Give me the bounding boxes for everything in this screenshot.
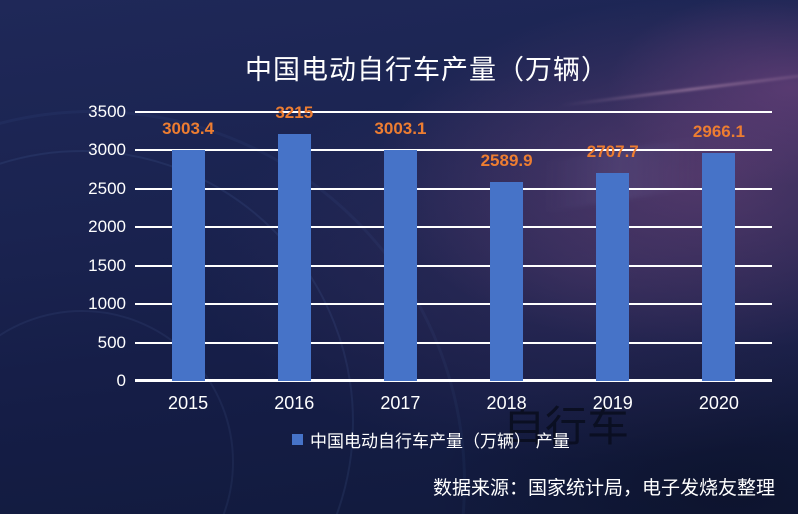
gridline bbox=[135, 303, 772, 306]
x-axis-line bbox=[135, 379, 772, 382]
bar-2020 bbox=[702, 153, 736, 381]
y-tick-label: 2000 bbox=[88, 217, 126, 237]
bar-2017 bbox=[383, 150, 417, 381]
bar-2016 bbox=[277, 133, 311, 381]
x-tick-label-2016: 2016 bbox=[274, 393, 315, 413]
gridline bbox=[135, 226, 772, 229]
data-source: 数据来源：国家统计局，电子发烧友整理 bbox=[432, 478, 775, 499]
y-tick-label: 500 bbox=[97, 332, 126, 352]
y-tick-label: 2500 bbox=[88, 178, 126, 198]
bar-2018 bbox=[490, 181, 524, 381]
value-label-2015: 3003.4 bbox=[162, 119, 215, 139]
value-label-2017: 3003.1 bbox=[374, 119, 427, 139]
y-tick-label: 1500 bbox=[88, 255, 126, 275]
bar-2015 bbox=[171, 150, 205, 381]
value-label-2018: 2589.9 bbox=[480, 150, 533, 170]
x-tick-label-2018: 2018 bbox=[486, 393, 527, 413]
legend-label: 中国电动自行车产量（万辆） 产量 bbox=[310, 432, 570, 451]
gridline bbox=[135, 111, 772, 113]
y-tick-label: 1000 bbox=[88, 294, 126, 314]
chart-title: 中国电动自行车产量（万辆） bbox=[245, 55, 609, 85]
x-tick-label-2017: 2017 bbox=[380, 393, 421, 413]
gridline bbox=[135, 264, 772, 267]
legend: 中国电动自行车产量（万辆） 产量 bbox=[292, 427, 570, 452]
gridline bbox=[135, 149, 772, 152]
legend-marker-icon bbox=[292, 434, 303, 445]
watermark-text: 自行车 bbox=[503, 403, 630, 450]
y-tick-label: 3000 bbox=[88, 140, 126, 160]
y-tick-label: 0 bbox=[116, 371, 126, 390]
gridline bbox=[135, 341, 772, 344]
plot-area: 3003.4 2015 3215 2016 3003.1 2017 2589.9 2018 27… bbox=[135, 103, 772, 413]
value-label-2016: 3215 bbox=[275, 102, 314, 122]
y-axis-labels: 0 500 1000 1500 2000 2500 3000 3500 bbox=[0, 0, 126, 514]
value-label-2020: 2966.1 bbox=[692, 122, 745, 142]
x-tick-label-2015: 2015 bbox=[168, 393, 209, 413]
gridline bbox=[135, 187, 772, 190]
x-tick-label-2020: 2020 bbox=[698, 393, 739, 413]
x-tick-label-2019: 2019 bbox=[592, 393, 633, 413]
value-label-2019: 2707.7 bbox=[586, 141, 639, 161]
y-tick-label: 3500 bbox=[88, 102, 126, 121]
bar-2019 bbox=[596, 172, 630, 381]
